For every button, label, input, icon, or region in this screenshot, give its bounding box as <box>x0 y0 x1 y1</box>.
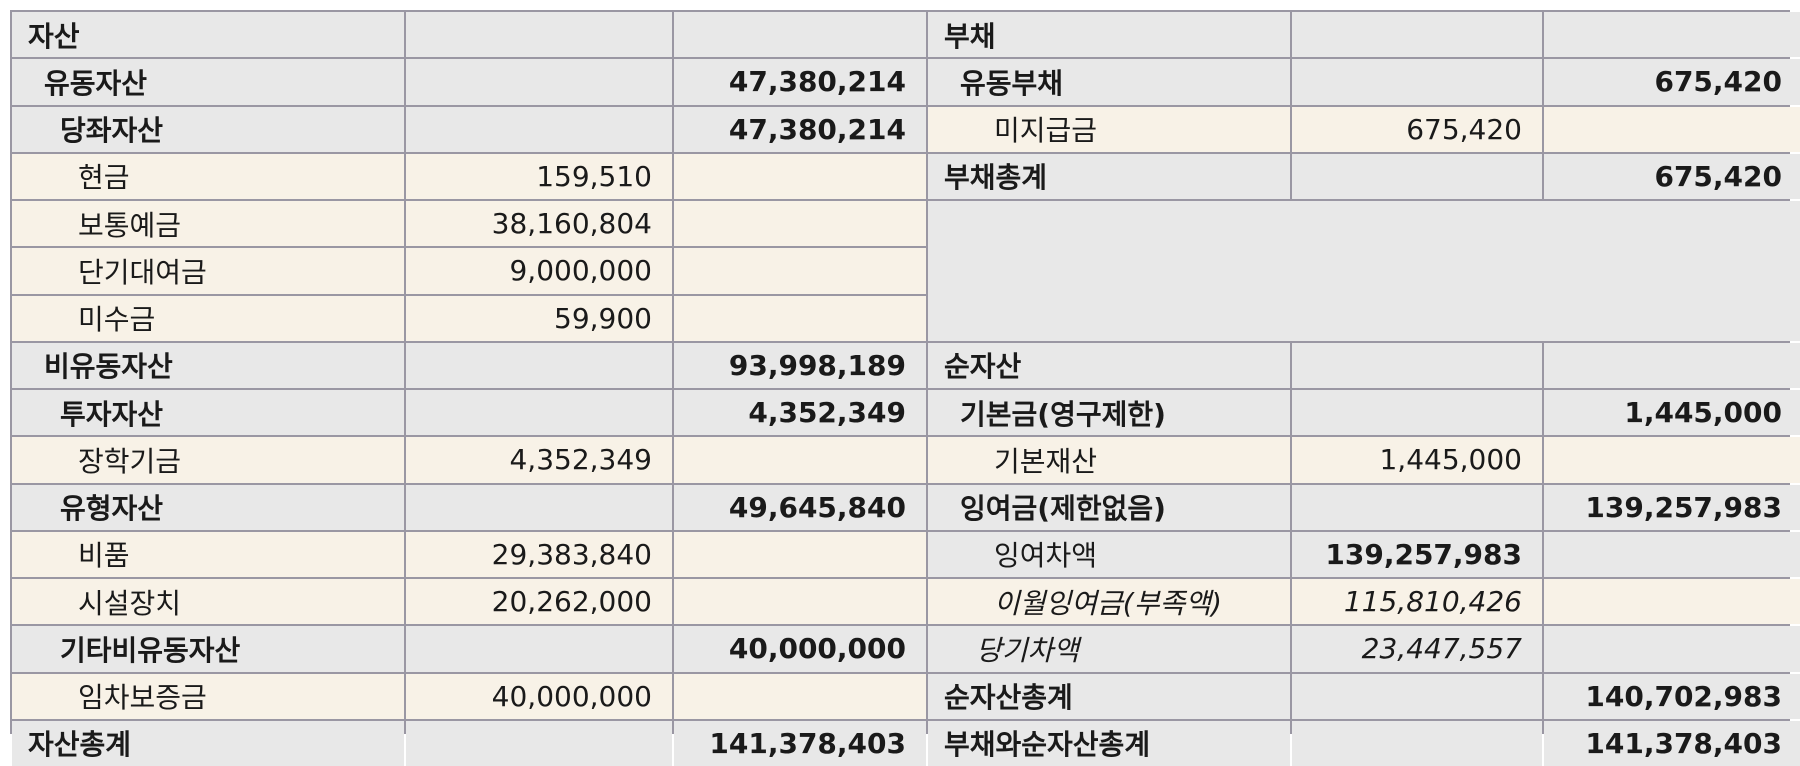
empty-cell <box>1292 59 1542 105</box>
short-term-loan-label: 단기대여금 <box>12 248 404 294</box>
empty-cell <box>1544 626 1800 672</box>
surplus-diff-value: 139,257,983 <box>1292 531 1542 577</box>
empty-cell <box>406 342 672 388</box>
current-liabilities-label: 유동부채 <box>928 59 1290 105</box>
empty-cell <box>406 106 672 152</box>
empty-cell <box>1292 720 1542 766</box>
tangible-assets-label: 유형자산 <box>12 484 404 530</box>
accrued-payable-label: 미지급금 <box>928 106 1290 152</box>
savings-deposit-value: 38,160,804 <box>406 201 672 247</box>
carried-surplus-value: 115,810,426 <box>1292 579 1542 625</box>
blank-area <box>928 201 1800 341</box>
assets-total-value: 141,378,403 <box>674 720 926 766</box>
cash-value: 159,510 <box>406 153 672 199</box>
empty-cell <box>406 390 672 436</box>
receivable-value: 59,900 <box>406 295 672 341</box>
carried-surplus-label: 이월잉여금(부족액) <box>928 579 1290 625</box>
empty-cell <box>674 531 926 577</box>
empty-cell <box>1544 579 1800 625</box>
liabilities-total-label: 부채총계 <box>928 153 1290 199</box>
empty-cell <box>1292 12 1542 58</box>
tangible-assets-total: 49,645,840 <box>674 484 926 530</box>
current-period-diff-label: 당기차액 <box>928 626 1290 672</box>
empty-cell <box>674 295 926 341</box>
current-period-diff-value: 23,447,557 <box>1292 626 1542 672</box>
surplus-total: 139,257,983 <box>1544 484 1800 530</box>
empty-cell <box>1292 153 1542 199</box>
empty-cell <box>406 484 672 530</box>
equipment-value: 29,383,840 <box>406 531 672 577</box>
empty-cell <box>1292 390 1542 436</box>
net-assets-total-value: 140,702,983 <box>1544 673 1800 719</box>
empty-cell <box>1544 437 1800 483</box>
other-noncurrent-total: 40,000,000 <box>674 626 926 672</box>
grand-total-label: 부채와순자산총계 <box>928 720 1290 766</box>
short-term-loan-value: 9,000,000 <box>406 248 672 294</box>
balance-sheet-table: 자산 부채 유동자산 47,380,214 유동부채 675,420 당좌자산 … <box>10 10 1800 766</box>
surplus-label: 잉여금(제한없음) <box>928 484 1290 530</box>
empty-cell <box>1544 12 1800 58</box>
grand-total-value: 141,378,403 <box>1544 720 1800 766</box>
savings-deposit-label: 보통예금 <box>12 201 404 247</box>
empty-cell <box>674 579 926 625</box>
empty-cell <box>674 201 926 247</box>
empty-cell <box>674 437 926 483</box>
quick-assets-total: 47,380,214 <box>674 106 926 152</box>
empty-cell <box>406 626 672 672</box>
current-assets-total: 47,380,214 <box>674 59 926 105</box>
empty-cell <box>674 153 926 199</box>
current-liabilities-total: 675,420 <box>1544 59 1800 105</box>
empty-cell <box>1544 531 1800 577</box>
empty-cell <box>406 720 672 766</box>
assets-header: 자산 <box>12 12 404 58</box>
accrued-payable-value: 675,420 <box>1292 106 1542 152</box>
noncurrent-assets-label: 비유동자산 <box>12 342 404 388</box>
empty-cell <box>406 59 672 105</box>
cash-label: 현금 <box>12 153 404 199</box>
empty-cell <box>1292 673 1542 719</box>
assets-total-label: 자산총계 <box>12 720 404 766</box>
receivable-label: 미수금 <box>12 295 404 341</box>
empty-cell <box>406 12 672 58</box>
net-assets-total-label: 순자산총계 <box>928 673 1290 719</box>
surplus-diff-label: 잉여차액 <box>928 531 1290 577</box>
basic-fund-label: 기본금(영구제한) <box>928 390 1290 436</box>
empty-cell <box>674 248 926 294</box>
equipment-label: 비품 <box>12 531 404 577</box>
net-assets-header: 순자산 <box>928 342 1290 388</box>
quick-assets-label: 당좌자산 <box>12 106 404 152</box>
other-noncurrent-label: 기타비유동자산 <box>12 626 404 672</box>
scholarship-fund-label: 장학기금 <box>12 437 404 483</box>
facilities-value: 20,262,000 <box>406 579 672 625</box>
scholarship-fund-value: 4,352,349 <box>406 437 672 483</box>
current-assets-label: 유동자산 <box>12 59 404 105</box>
investment-assets-label: 투자자산 <box>12 390 404 436</box>
empty-cell <box>674 12 926 58</box>
empty-cell <box>674 673 926 719</box>
liabilities-total-value: 675,420 <box>1544 153 1800 199</box>
investment-assets-total: 4,352,349 <box>674 390 926 436</box>
empty-cell <box>1544 342 1800 388</box>
basic-property-label: 기본재산 <box>928 437 1290 483</box>
lease-deposit-label: 임차보증금 <box>12 673 404 719</box>
basic-property-value: 1,445,000 <box>1292 437 1542 483</box>
empty-cell <box>1292 342 1542 388</box>
liabilities-header: 부채 <box>928 12 1290 58</box>
empty-cell <box>1292 484 1542 530</box>
lease-deposit-value: 40,000,000 <box>406 673 672 719</box>
noncurrent-assets-total: 93,998,189 <box>674 342 926 388</box>
basic-fund-total: 1,445,000 <box>1544 390 1800 436</box>
facilities-label: 시설장치 <box>12 579 404 625</box>
empty-cell <box>1544 106 1800 152</box>
